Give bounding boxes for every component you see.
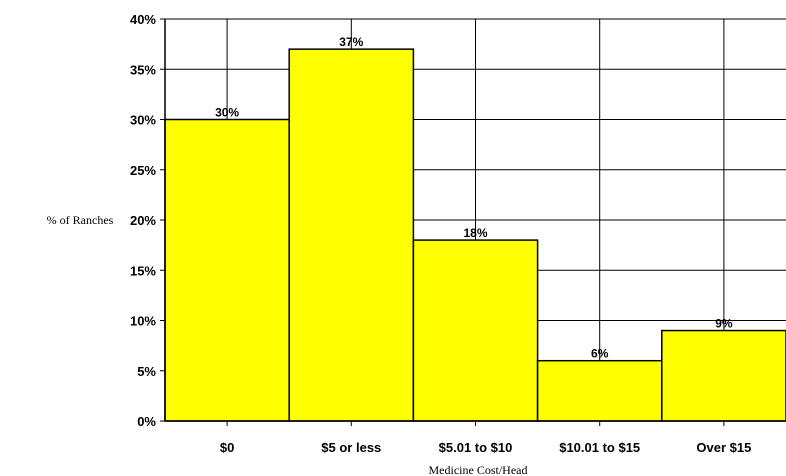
data-label: 9% xyxy=(715,317,733,331)
y-tick-label: 15% xyxy=(130,263,156,278)
y-tick-label: 25% xyxy=(130,163,156,178)
x-category-label: $5.01 to $10 xyxy=(439,440,513,455)
bar xyxy=(661,329,786,422)
y-tick-label: 30% xyxy=(130,113,156,128)
y-axis-title: % of Ranches xyxy=(47,213,114,227)
bar xyxy=(288,48,415,422)
y-tick-label: 20% xyxy=(130,213,156,228)
data-label: 30% xyxy=(215,106,239,120)
x-axis-title: Medicine Cost/Head xyxy=(429,463,528,476)
bar xyxy=(412,239,539,422)
y-axis-ticks: 0% 5% 10% 15% 20% 25% 30% 35% 40% xyxy=(130,12,165,429)
x-category-label: $5 or less xyxy=(321,440,381,455)
data-labels: 30% 37% 18% 6% 9% xyxy=(215,35,733,361)
y-tick-label: 35% xyxy=(130,62,156,77)
y-tick-label: 5% xyxy=(137,364,156,379)
data-label: 37% xyxy=(339,35,363,49)
x-category-label: $0 xyxy=(220,440,234,455)
y-tick-label: 0% xyxy=(137,414,156,429)
bar xyxy=(164,118,290,422)
x-category-label: $10.01 to $15 xyxy=(559,440,640,455)
y-tick-label: 40% xyxy=(130,12,156,27)
bar xyxy=(536,359,663,422)
x-axis-categories: $0 $5 or less $5.01 to $10 $10.01 to $15 Ove… xyxy=(220,421,751,455)
bars xyxy=(164,48,786,422)
data-label: 18% xyxy=(463,226,487,240)
data-label: 6% xyxy=(591,347,609,361)
y-tick-label: 10% xyxy=(130,314,156,329)
x-category-label: Over $15 xyxy=(696,440,751,455)
